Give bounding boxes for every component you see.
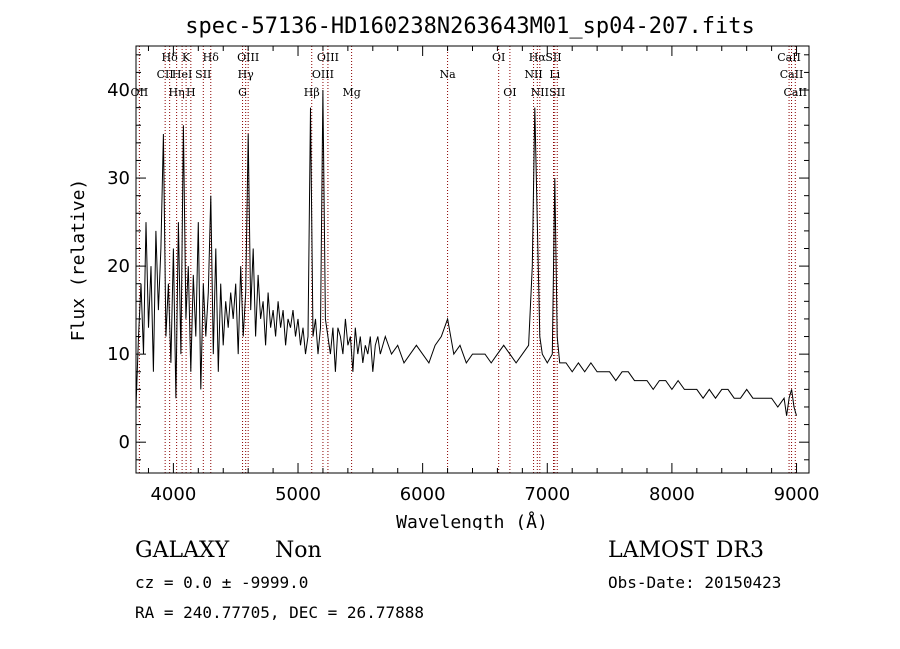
coordinates: RA = 240.77705, DEC = 26.77888: [135, 603, 424, 622]
spectrum-chart: spec-57136-HD160238N263643M01_sp04-207.f…: [68, 14, 820, 530]
x-tick-label: 8000: [649, 484, 695, 505]
spectral-line-label: Li: [549, 68, 560, 81]
spectral-line-label: OIII: [317, 51, 339, 64]
y-tick-label: 0: [119, 432, 130, 453]
spectral-line-label: SII: [545, 51, 561, 64]
y-tick-label: 30: [107, 168, 130, 189]
spectral-line-label: OIII: [237, 51, 259, 64]
object-subclass: Non: [275, 538, 322, 563]
redshift-info: cz = 0.0 ± -9999.0: [135, 573, 309, 592]
spectral-line-labels: OII CII Hδ Hη HeI K H SII Hδ G Hγ OIII Hβ OIII OIII Mg N…: [131, 51, 808, 99]
spectral-line-label: Hα: [529, 51, 547, 64]
x-axis-ticks: 4000 5000 6000 7000 8000 9000: [147, 46, 820, 505]
x-tick-label: 4000: [150, 484, 196, 505]
spectral-line-label: OI: [503, 86, 516, 99]
spectral-line-label: Mg: [342, 86, 360, 99]
x-tick-label: 6000: [400, 484, 446, 505]
spectral-line-label: OI: [492, 51, 505, 64]
spectral-line-label: CaII: [777, 51, 801, 64]
spectral-line-label: NII: [524, 68, 542, 81]
spectral-line-label: H: [186, 86, 196, 99]
spectral-line-label: Hδ: [203, 51, 220, 64]
x-tick-label: 9000: [774, 484, 820, 505]
spectral-line-label: Na: [439, 68, 456, 81]
plot-frame: [135, 45, 810, 474]
x-tick-label: 7000: [524, 484, 570, 505]
y-axis-ticks: 0 10 20 30 40: [107, 54, 809, 461]
spectral-line-label: HeI: [172, 68, 192, 81]
spectral-line-label: CaII: [780, 68, 804, 81]
x-axis-label: Wavelength (Å): [396, 511, 548, 530]
object-class: GALAXY: [135, 538, 230, 563]
spectral-line-label: CII: [157, 68, 174, 81]
y-tick-label: 10: [107, 344, 130, 365]
spectral-line-label: Hη: [169, 86, 185, 99]
spectral-line-label: K: [182, 51, 191, 64]
spectral-line-label: Hβ: [304, 86, 320, 99]
spectral-line-label: SII: [195, 68, 211, 81]
spectral-line-label: G: [238, 86, 247, 99]
spectral-line-label: OII: [131, 86, 149, 99]
spectral-line-markers: [138, 46, 796, 473]
spectral-line-label: NII: [531, 86, 549, 99]
x-tick-label: 5000: [275, 484, 321, 505]
spectral-line-label: CaII: [783, 86, 807, 99]
spectral-line-label: OIII: [312, 68, 334, 81]
spectral-line-label: Hγ: [238, 68, 255, 81]
chart-title: spec-57136-HD160238N263643M01_sp04-207.f…: [185, 14, 755, 39]
y-tick-label: 40: [107, 80, 130, 101]
y-tick-label: 20: [107, 256, 130, 277]
spectral-line-label: SII: [549, 86, 565, 99]
observation-date: Obs-Date: 20150423: [608, 573, 782, 592]
survey-name: LAMOST DR3: [608, 538, 764, 563]
y-axis-label: Flux (relative): [68, 179, 89, 342]
spectral-line-label: Hδ: [162, 51, 179, 64]
spectrum-line: [135, 89, 797, 416]
